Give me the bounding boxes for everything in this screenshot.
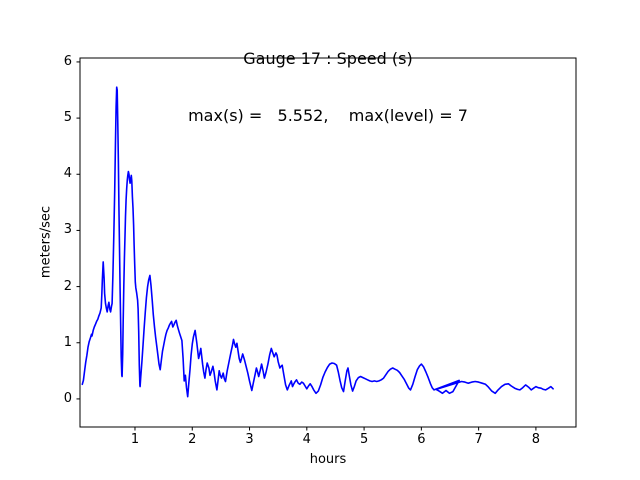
y-tick-label: 4 — [63, 166, 72, 182]
x-tick-label: 6 — [417, 432, 426, 447]
y-tick-label: 1 — [63, 334, 72, 350]
x-tick-label: 1 — [130, 432, 140, 447]
speed-line — [81, 86, 554, 398]
x-tick-label: 2 — [188, 432, 197, 447]
y-tick-label: 5 — [63, 110, 72, 126]
x-axis-label: hours — [309, 452, 347, 467]
axis-tick-marks — [76, 61, 537, 431]
x-tick-label: 7 — [474, 432, 483, 447]
y-tick-label: 6 — [63, 53, 72, 69]
x-tick-label: 4 — [302, 432, 311, 447]
y-tick-label: 3 — [63, 222, 72, 238]
x-tick-label: 5 — [359, 432, 369, 447]
y-tick-label: 0 — [63, 390, 72, 406]
chart-title-line2: max(s) = 5.552, max(level) = 7 — [188, 106, 468, 125]
x-tick-label: 3 — [245, 432, 254, 447]
y-tick-label: 2 — [63, 278, 72, 294]
plot-border — [79, 57, 577, 428]
chart-title: Gauge 17 : Speed (s) max(s) = 5.552, max… — [80, 11, 576, 163]
x-tick-label: 8 — [531, 432, 541, 447]
